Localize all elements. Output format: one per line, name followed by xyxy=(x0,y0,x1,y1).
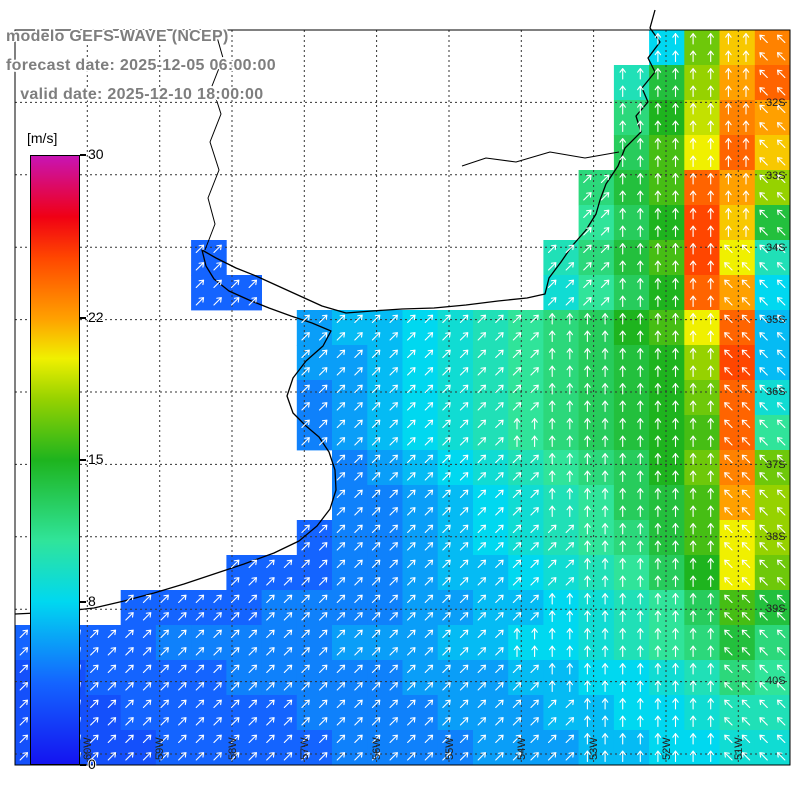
lat-label: 39S xyxy=(766,603,786,615)
colorbar-tick-mark xyxy=(80,459,86,461)
lon-label: 60W xyxy=(82,737,94,760)
coastline xyxy=(14,9,661,615)
lat-label: 34S xyxy=(766,242,786,254)
axis-labels: 60W 59W 58W 57W 56W 55W 54W 53W 52W 51W 32S 33S 34S 3… xyxy=(82,97,786,760)
lon-label: 58W xyxy=(227,737,239,760)
river-line xyxy=(461,151,620,167)
colorbar-tick-mark xyxy=(80,154,86,156)
lat-label: 36S xyxy=(766,386,786,398)
lon-label: 57W xyxy=(299,737,311,760)
colorbar-gradient xyxy=(30,155,80,765)
colorbar-tick-label: 15 xyxy=(88,451,104,467)
lat-label: 37S xyxy=(766,459,786,471)
colorbar-tick-mark xyxy=(80,764,86,766)
model-title: modelo GEFS-WAVE (NCEP) xyxy=(6,28,229,45)
colorbar-tick-label: 22 xyxy=(88,308,104,325)
lon-label: 54W xyxy=(516,737,528,760)
colorbar-tick-label: 30 xyxy=(88,146,104,162)
colorbar-tick-label: 0 xyxy=(88,756,96,772)
lat-label: 38S xyxy=(766,531,786,543)
lon-label: 53W xyxy=(588,737,600,760)
lon-label: 55W xyxy=(444,737,456,760)
lon-label: 51W xyxy=(733,737,745,760)
coastline-main xyxy=(14,9,661,615)
forecast-date-line: forecast date: 2025-12-05 06:00:00 xyxy=(6,57,276,74)
colorbar-tick-mark xyxy=(80,601,86,604)
colorbar-tick-label: 8 xyxy=(88,593,96,610)
lat-label: 35S xyxy=(766,314,786,326)
map-frame xyxy=(14,29,791,766)
river-line xyxy=(204,29,224,251)
lat-label: 33S xyxy=(766,170,786,182)
lat-label: 32S xyxy=(766,97,786,109)
colorbar-tick-mark xyxy=(80,316,86,319)
title-block: modelo GEFS-WAVE (NCEP) forecast date: 20… xyxy=(6,22,276,109)
lon-label: 56W xyxy=(371,737,383,760)
colorbar-unit-label: [m/s] xyxy=(27,130,58,146)
lon-label: 59W xyxy=(154,737,166,760)
lon-label: 52W xyxy=(661,737,673,760)
valid-date-line: valid date: 2025-12-10 18:00:00 xyxy=(6,86,264,103)
lat-label: 40S xyxy=(766,675,786,687)
